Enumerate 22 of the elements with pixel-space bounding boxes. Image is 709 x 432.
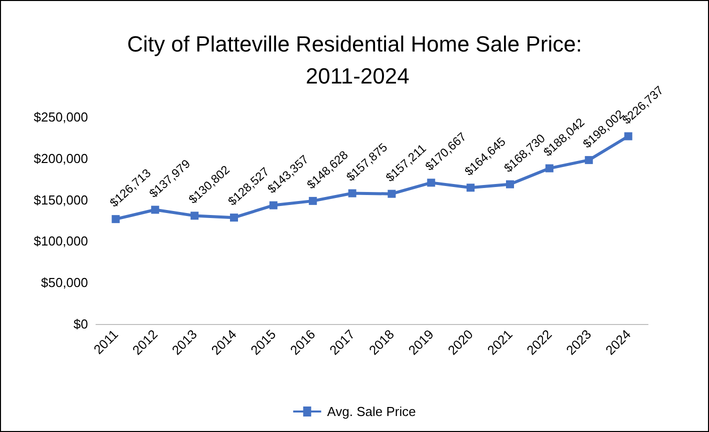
y-tick-label: $200,000 — [34, 150, 88, 166]
point — [388, 190, 396, 198]
legend-label: Avg. Sale Price — [327, 404, 416, 419]
y-tick-label: $50,000 — [41, 275, 88, 290]
point — [584, 156, 593, 164]
point — [230, 214, 238, 222]
point — [506, 180, 514, 188]
point — [112, 215, 120, 224]
y-tick-label: $0 — [74, 316, 88, 332]
point — [348, 189, 356, 198]
y-tick-label: $150,000 — [34, 192, 88, 208]
point — [269, 201, 278, 210]
point — [190, 212, 199, 220]
point — [624, 132, 632, 140]
point — [151, 206, 160, 214]
point — [308, 196, 317, 205]
point — [427, 178, 436, 187]
y-tick-label: $250,000 — [34, 110, 88, 124]
point — [545, 164, 554, 172]
chart-title: City of Platteville Residential Home Sale Price: 2011-2024 — [127, 32, 582, 88]
y-tick-label: $100,000 — [34, 234, 88, 249]
point — [466, 184, 475, 192]
